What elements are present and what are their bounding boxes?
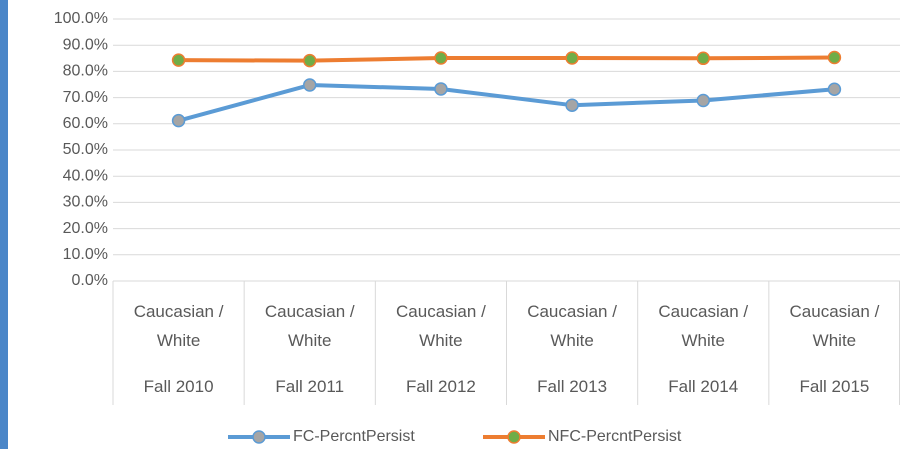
point-marker <box>434 51 448 65</box>
category-group-label: Caucasian / White <box>396 302 486 350</box>
category-group-label: Caucasian / White <box>264 302 355 350</box>
point-marker <box>696 93 710 108</box>
legend-label: NFC-PercntPersist <box>548 428 682 445</box>
y-tick-label: 0.0% <box>72 272 108 289</box>
point-marker <box>827 82 842 96</box>
y-tick-label: 90.0% <box>63 36 108 53</box>
point-marker <box>434 82 448 96</box>
y-tick-label: 30.0% <box>63 194 108 211</box>
x-tick-label: Fall 2015 <box>799 377 870 396</box>
x-tick-label: Fall 2010 <box>143 377 214 396</box>
y-tick-label: 70.0% <box>63 89 108 106</box>
legend-marker <box>252 430 266 444</box>
x-tick-label: Fall 2014 <box>668 377 739 396</box>
point-marker <box>303 78 317 92</box>
y-tick-label: 20.0% <box>63 220 108 237</box>
point-marker <box>171 113 186 128</box>
side-bar <box>0 0 8 449</box>
series-line <box>178 83 835 123</box>
x-tick-label: Fall 2013 <box>537 377 608 396</box>
series-line <box>178 55 835 63</box>
y-tick-label: 80.0% <box>63 63 108 80</box>
category-group-label: Caucasian / White <box>789 302 880 350</box>
x-tick-label: Fall 2012 <box>405 377 476 396</box>
category-group-label: Caucasian / White <box>133 302 224 350</box>
y-tick-label: 10.0% <box>63 246 108 263</box>
x-tick-label: Fall 2011 <box>275 377 345 396</box>
legend-label: FC-PercntPersist <box>293 428 415 445</box>
point-marker <box>565 51 579 65</box>
point-marker <box>565 98 579 112</box>
y-tick-label: 40.0% <box>63 167 108 184</box>
legend-marker <box>507 430 521 444</box>
y-tick-label: 60.0% <box>63 115 108 132</box>
y-tick-label: 50.0% <box>63 141 108 158</box>
y-tick-label: 100.0% <box>54 10 108 27</box>
category-group-label: Caucasian / White <box>527 302 617 350</box>
point-marker <box>303 53 317 68</box>
point-marker <box>827 50 842 65</box>
point-marker <box>171 53 186 67</box>
point-marker <box>696 51 710 66</box>
category-group-label: Caucasian / White <box>658 302 749 350</box>
